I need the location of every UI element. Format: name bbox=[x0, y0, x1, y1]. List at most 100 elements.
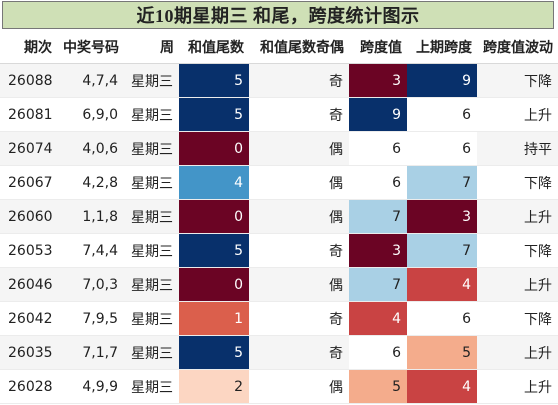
cell-prev-span: 6 bbox=[407, 301, 477, 336]
cell-trend: 上升 bbox=[477, 369, 558, 404]
cell-period: 26028 bbox=[0, 369, 57, 404]
cell-numbers: 4,9,9 bbox=[57, 369, 124, 404]
cell-sum-tail: 4 bbox=[179, 165, 249, 200]
cell-weekday: 星期三 bbox=[124, 131, 179, 166]
cell-weekday: 星期三 bbox=[124, 301, 179, 336]
col-header-prev-span: 上期跨度 bbox=[407, 30, 477, 64]
cell-parity: 奇 bbox=[249, 335, 349, 370]
cell-numbers: 4,7,4 bbox=[57, 63, 124, 98]
col-header-span: 跨度值 bbox=[349, 30, 407, 64]
cell-numbers: 4,0,6 bbox=[57, 131, 124, 166]
stats-table: 期次 中奖号码 周 和值尾数 和值尾数奇偶 跨度值 上期跨度 跨度值波动 260… bbox=[0, 30, 558, 404]
table-row: 26088 4,7,4 星期三 5 奇 3 9 下降 bbox=[0, 63, 558, 98]
cell-period: 26035 bbox=[0, 335, 57, 370]
col-header-period: 期次 bbox=[0, 30, 57, 64]
cell-period: 26074 bbox=[0, 131, 57, 166]
cell-span: 6 bbox=[349, 335, 407, 370]
cell-span: 3 bbox=[349, 63, 407, 98]
cell-parity: 奇 bbox=[249, 63, 349, 98]
cell-prev-span: 4 bbox=[407, 267, 477, 302]
cell-weekday: 星期三 bbox=[124, 97, 179, 132]
cell-sum-tail: 5 bbox=[179, 63, 249, 98]
cell-parity: 奇 bbox=[249, 233, 349, 268]
cell-numbers: 7,0,3 bbox=[57, 267, 124, 302]
table-row: 26028 4,9,9 星期三 2 偶 5 4 上升 bbox=[0, 369, 558, 404]
cell-numbers: 7,9,5 bbox=[57, 301, 124, 336]
col-header-weekday: 周 bbox=[124, 30, 179, 64]
cell-sum-tail: 2 bbox=[179, 369, 249, 404]
cell-trend: 下降 bbox=[477, 165, 558, 200]
cell-trend: 上升 bbox=[477, 97, 558, 132]
cell-sum-tail: 5 bbox=[179, 233, 249, 268]
cell-parity: 偶 bbox=[249, 165, 349, 200]
cell-period: 26046 bbox=[0, 267, 57, 302]
cell-trend: 下降 bbox=[477, 233, 558, 268]
cell-period: 26081 bbox=[0, 97, 57, 132]
col-header-parity: 和值尾数奇偶 bbox=[249, 30, 349, 64]
cell-sum-tail: 0 bbox=[179, 267, 249, 302]
cell-trend: 上升 bbox=[477, 199, 558, 234]
cell-span: 6 bbox=[349, 131, 407, 166]
cell-numbers: 7,1,7 bbox=[57, 335, 124, 370]
cell-prev-span: 5 bbox=[407, 335, 477, 370]
cell-parity: 偶 bbox=[249, 267, 349, 302]
cell-sum-tail: 1 bbox=[179, 301, 249, 336]
cell-numbers: 6,9,0 bbox=[57, 97, 124, 132]
cell-trend: 下降 bbox=[477, 301, 558, 336]
cell-weekday: 星期三 bbox=[124, 267, 179, 302]
cell-span: 9 bbox=[349, 97, 407, 132]
cell-weekday: 星期三 bbox=[124, 369, 179, 404]
table-row: 26081 6,9,0 星期三 5 奇 9 6 上升 bbox=[0, 97, 558, 132]
cell-prev-span: 4 bbox=[407, 369, 477, 404]
table-row: 26060 1,1,8 星期三 0 偶 7 3 上升 bbox=[0, 199, 558, 234]
cell-prev-span: 6 bbox=[407, 131, 477, 166]
cell-weekday: 星期三 bbox=[124, 199, 179, 234]
cell-span: 7 bbox=[349, 267, 407, 302]
cell-trend: 持平 bbox=[477, 131, 558, 166]
table-row: 26046 7,0,3 星期三 0 偶 7 4 上升 bbox=[0, 267, 558, 302]
cell-prev-span: 7 bbox=[407, 233, 477, 268]
cell-span: 3 bbox=[349, 233, 407, 268]
cell-weekday: 星期三 bbox=[124, 165, 179, 200]
cell-trend: 上升 bbox=[477, 335, 558, 370]
col-header-trend: 跨度值波动 bbox=[477, 30, 558, 64]
table-row: 26067 4,2,8 星期三 4 偶 6 7 下降 bbox=[0, 165, 558, 200]
table-row: 26042 7,9,5 星期三 1 奇 4 6 下降 bbox=[0, 301, 558, 336]
cell-sum-tail: 5 bbox=[179, 335, 249, 370]
cell-period: 26067 bbox=[0, 165, 57, 200]
cell-weekday: 星期三 bbox=[124, 335, 179, 370]
cell-sum-tail: 0 bbox=[179, 131, 249, 166]
cell-prev-span: 7 bbox=[407, 165, 477, 200]
cell-numbers: 4,2,8 bbox=[57, 165, 124, 200]
cell-span: 5 bbox=[349, 369, 407, 404]
figure-title: 近10期星期三 和尾，跨度统计图示 bbox=[2, 1, 554, 29]
cell-numbers: 7,4,4 bbox=[57, 233, 124, 268]
cell-parity: 奇 bbox=[249, 301, 349, 336]
cell-parity: 偶 bbox=[249, 199, 349, 234]
cell-trend: 下降 bbox=[477, 63, 558, 98]
cell-period: 26053 bbox=[0, 233, 57, 268]
cell-span: 7 bbox=[349, 199, 407, 234]
cell-span: 4 bbox=[349, 301, 407, 336]
col-header-sum-tail: 和值尾数 bbox=[179, 30, 249, 64]
table-row: 26074 4,0,6 星期三 0 偶 6 6 持平 bbox=[0, 131, 558, 166]
cell-period: 26088 bbox=[0, 63, 57, 98]
cell-parity: 奇 bbox=[249, 97, 349, 132]
table-row: 26053 7,4,4 星期三 5 奇 3 7 下降 bbox=[0, 233, 558, 268]
cell-prev-span: 9 bbox=[407, 63, 477, 98]
cell-prev-span: 6 bbox=[407, 97, 477, 132]
cell-trend: 上升 bbox=[477, 267, 558, 302]
cell-period: 26042 bbox=[0, 301, 57, 336]
cell-numbers: 1,1,8 bbox=[57, 199, 124, 234]
header-row: 期次 中奖号码 周 和值尾数 和值尾数奇偶 跨度值 上期跨度 跨度值波动 bbox=[0, 30, 558, 64]
cell-sum-tail: 5 bbox=[179, 97, 249, 132]
cell-period: 26060 bbox=[0, 199, 57, 234]
cell-prev-span: 3 bbox=[407, 199, 477, 234]
table-body: 26088 4,7,4 星期三 5 奇 3 9 下降 26081 6,9,0 星期三 5 奇 9 6 上升 26… bbox=[0, 63, 558, 404]
table-row: 26035 7,1,7 星期三 5 奇 6 5 上升 bbox=[0, 335, 558, 370]
cell-parity: 偶 bbox=[249, 369, 349, 404]
cell-sum-tail: 0 bbox=[179, 199, 249, 234]
cell-weekday: 星期三 bbox=[124, 63, 179, 98]
col-header-numbers: 中奖号码 bbox=[57, 30, 124, 64]
